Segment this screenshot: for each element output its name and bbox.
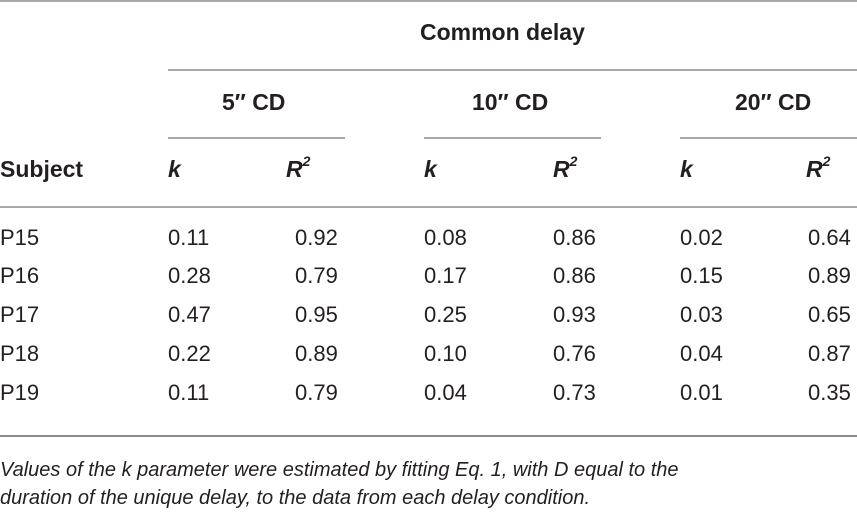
table-cell: 0.03	[680, 302, 723, 327]
subgroup-rule-5cd	[168, 137, 345, 139]
table-cell: 0.47	[168, 302, 211, 327]
footnote-line-2: duration of the unique delay, to the dat…	[0, 487, 591, 509]
table-cell: 0.04	[424, 380, 467, 405]
subgroup-header-20cd: 20″ CD	[735, 89, 812, 115]
table-row-subject: P19	[0, 380, 40, 405]
table-cell: 0.01	[680, 380, 723, 405]
table-cell: 0.25	[424, 302, 467, 327]
table-row-subject: P17	[0, 302, 40, 327]
table-cell: 0.64	[808, 225, 851, 250]
table-cell: 0.08	[424, 225, 467, 250]
column-header-k-10cd: k	[424, 156, 437, 182]
column-header-r2-5cd: R2	[286, 153, 311, 183]
table-cell: 0.17	[424, 263, 467, 288]
table-footnote: Values of the k parameter were estimated…	[0, 456, 857, 512]
table-cell: 0.79	[295, 263, 338, 288]
column-header-r-letter: R	[553, 156, 570, 182]
group-header-common-delay: Common delay	[420, 19, 585, 45]
column-header-r2-20cd: R2	[806, 153, 831, 183]
column-header-subject: Subject	[0, 156, 84, 182]
table-cell: 0.65	[808, 302, 851, 327]
top-rule	[0, 0, 857, 2]
group-header-rule	[168, 69, 857, 71]
subgroup-header-10cd: 10″ CD	[472, 89, 549, 115]
table-row-subject: P18	[0, 341, 40, 366]
header-bottom-rule	[0, 206, 857, 208]
table-bottom-rule	[0, 435, 857, 437]
table-cell: 0.79	[295, 380, 338, 405]
table-cell: 0.10	[424, 341, 467, 366]
table-cell: 0.15	[680, 263, 723, 288]
table-cell: 0.76	[553, 341, 596, 366]
table-cell: 0.11	[168, 225, 210, 250]
column-header-r-letter: R	[286, 156, 303, 182]
table-cell: 0.22	[168, 341, 211, 366]
subgroup-rule-10cd	[424, 137, 601, 139]
column-header-r-letter: R	[806, 156, 823, 182]
table-row-subject: P15	[0, 225, 40, 250]
table-cell: 0.35	[808, 380, 851, 405]
table-cell: 0.95	[295, 302, 338, 327]
table-cell: 0.73	[553, 380, 596, 405]
table-cell: 0.89	[295, 341, 338, 366]
table-cell: 0.93	[553, 302, 596, 327]
column-header-r-superscript: 2	[569, 153, 578, 170]
subgroup-header-5cd: 5″ CD	[222, 89, 286, 115]
column-header-r-superscript: 2	[822, 153, 831, 170]
column-header-r-superscript: 2	[302, 153, 311, 170]
footnote-line-1: Values of the k parameter were estimated…	[0, 459, 679, 481]
table-cell: 0.04	[680, 341, 723, 366]
subgroup-rule-20cd	[680, 137, 857, 139]
table-cell: 0.86	[553, 225, 596, 250]
table-cell: 0.11	[168, 380, 210, 405]
table-cell: 0.89	[808, 263, 851, 288]
table-cell: 0.86	[553, 263, 596, 288]
table-cell: 0.02	[680, 225, 723, 250]
table-row-subject: P16	[0, 263, 40, 288]
table-cell: 0.28	[168, 263, 211, 288]
table-cell: 0.87	[808, 341, 851, 366]
column-header-k-20cd: k	[680, 156, 693, 182]
column-header-k-5cd: k	[168, 156, 181, 182]
column-header-r2-10cd: R2	[553, 153, 578, 183]
table-cell: 0.92	[295, 225, 338, 250]
